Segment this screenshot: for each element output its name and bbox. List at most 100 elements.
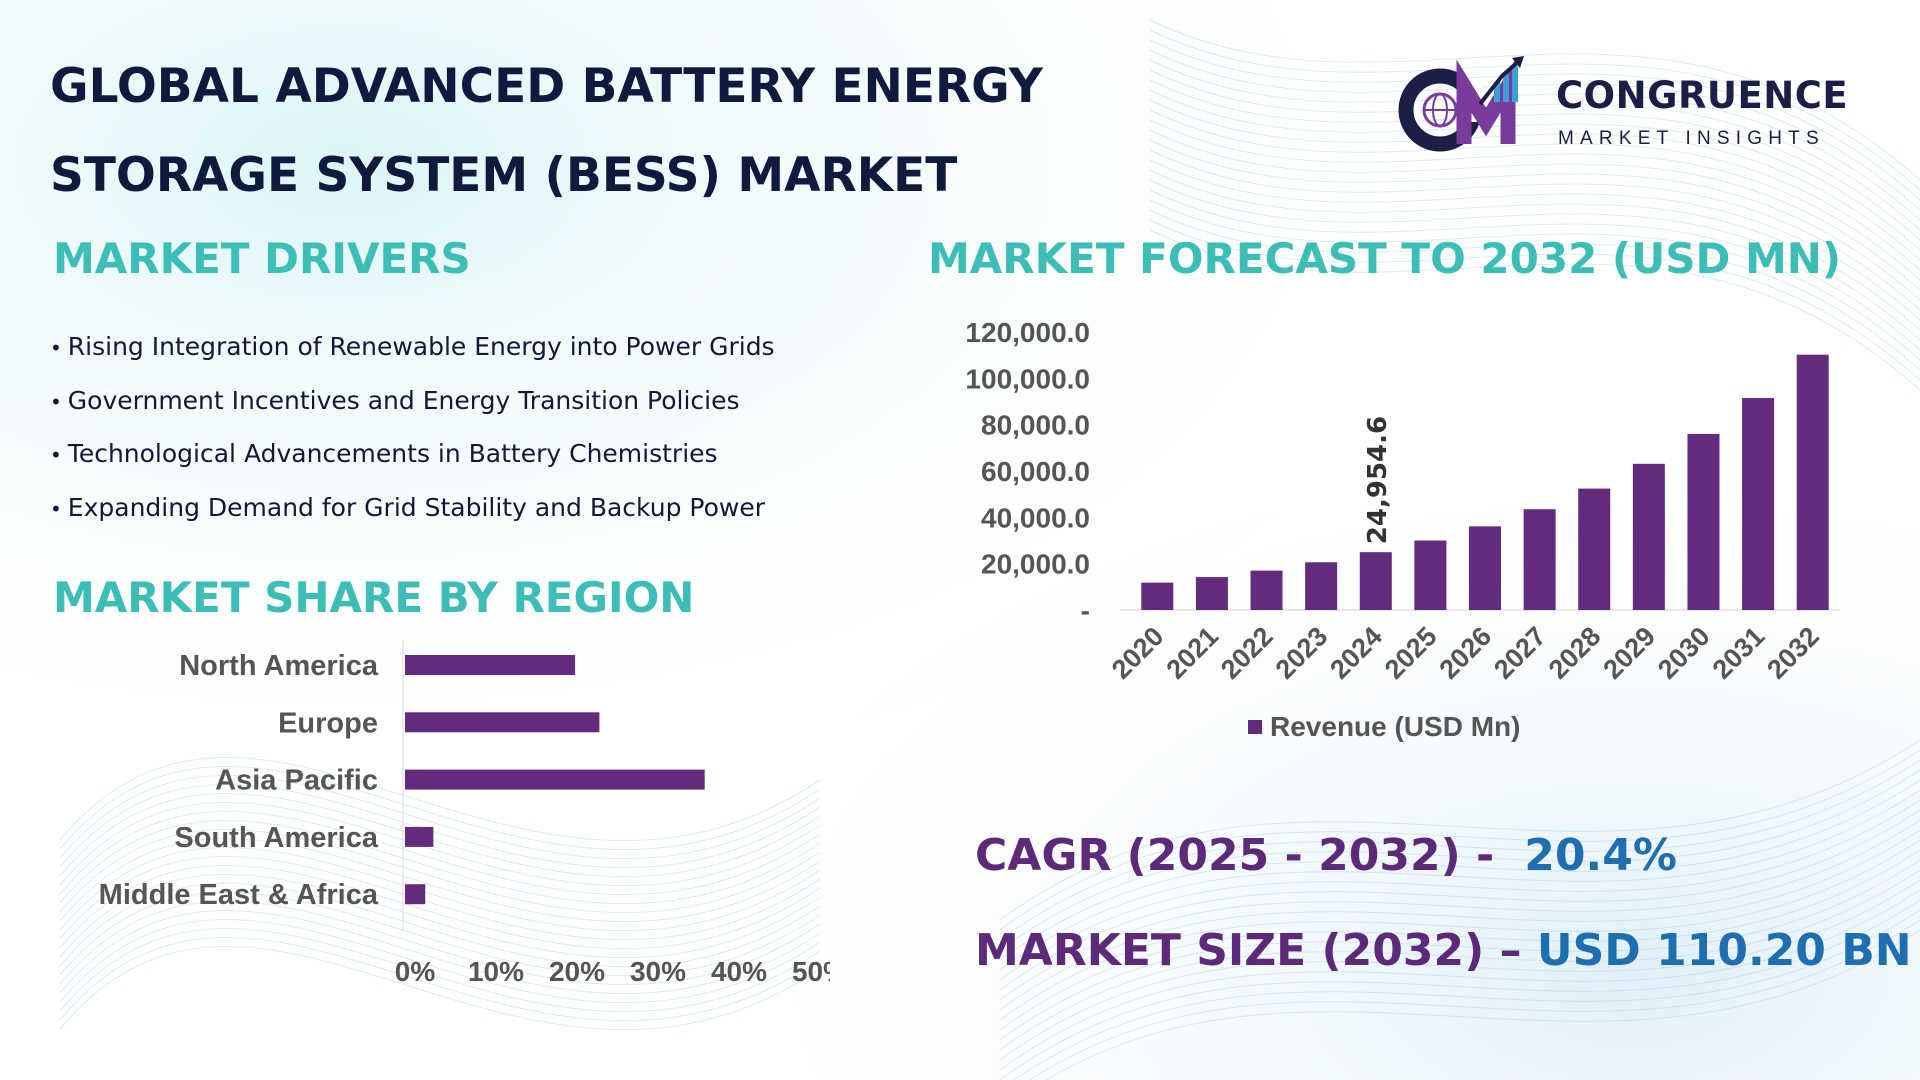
wave-line — [999, 799, 1920, 981]
logo-tagline: MARKET INSIGHTS — [1558, 128, 1825, 149]
list-item: • Technological Advancements in Battery C… — [50, 433, 775, 487]
wave-line — [999, 759, 1920, 941]
category-label: Europe — [278, 707, 378, 739]
wave-line — [1149, 29, 1920, 191]
category-label: North America — [179, 650, 379, 682]
y-tick-label: 120,000.0 — [965, 317, 1090, 348]
forecast-heading: MARKET FORECAST TO 2032 (USD MN) — [928, 234, 1842, 283]
title-line-1: GLOBAL ADVANCED BATTERY ENERGY — [50, 59, 1043, 114]
x-tick-label: 0% — [395, 956, 436, 987]
x-tick-label: 2023 — [1270, 621, 1334, 685]
y-tick-label: 20,000.0 — [981, 549, 1090, 580]
wave-line — [1149, 169, 1920, 331]
wave-line — [1149, 79, 1920, 241]
x-tick-label: 2022 — [1215, 621, 1279, 685]
x-tick-label: 10% — [468, 956, 524, 987]
bar — [405, 655, 576, 675]
wave-line — [1149, 159, 1920, 321]
bar — [405, 826, 434, 847]
wave-line — [1149, 219, 1920, 381]
drivers-heading: MARKET DRIVERS — [53, 234, 471, 283]
wave-line — [1149, 89, 1920, 251]
x-tick-label: 2025 — [1379, 621, 1443, 685]
wave-line — [59, 909, 821, 994]
list-item: • Rising Integration of Renewable Energy … — [50, 326, 775, 380]
list-item: • Expanding Demand for Grid Stability and… — [50, 487, 775, 541]
wave-line — [999, 889, 1920, 1071]
wave-line — [999, 879, 1920, 1061]
x-tick-label: 2031 — [1707, 621, 1771, 685]
wave-line — [999, 869, 1920, 1051]
wave-line — [999, 739, 1920, 921]
data-label: 24,954.6 — [1363, 416, 1393, 544]
bullet-icon: • — [50, 443, 62, 467]
wave-line — [999, 749, 1920, 931]
wave-line — [1149, 19, 1920, 181]
wave-line — [1149, 229, 1920, 391]
forecast-bar-chart: - 20,000.0 40,000.0 60,000.0 80,000.0 100,000… — [965, 317, 1840, 742]
y-tick-label: - — [1081, 595, 1090, 626]
x-tick-label: 50% — [792, 956, 830, 987]
x-tick-label: 2030 — [1652, 621, 1716, 685]
market-size-kpi: MARKET SIZE (2032) – USD 110.20 BN — [975, 925, 1912, 976]
logo-mark-icon — [1398, 56, 1524, 152]
wave-line — [999, 819, 1920, 1001]
wave-line — [999, 809, 1920, 991]
bullet-icon: • — [50, 496, 62, 521]
x-tick-label: 2029 — [1597, 621, 1661, 685]
wave-line — [59, 927, 821, 1012]
category-label: Middle East & Africa — [99, 879, 379, 911]
wave-line — [1045, 929, 1920, 1080]
wave-line — [59, 945, 821, 1030]
brand-logo: CONGRUENCE MARKET INSIGHTS — [1398, 52, 1878, 164]
legend-swatch — [1248, 720, 1262, 734]
bar — [1796, 354, 1829, 610]
bar — [1632, 463, 1665, 610]
wave-line — [1149, 209, 1920, 371]
y-tick-label: 40,000.0 — [981, 502, 1090, 533]
bar — [1578, 488, 1611, 610]
wave-line — [999, 829, 1920, 1011]
x-tick-label: 2026 — [1434, 621, 1498, 685]
driver-text: Government Incentives and Energy Transit… — [67, 385, 740, 415]
category-label: South America — [174, 822, 378, 854]
wave-line — [1149, 129, 1920, 291]
list-item: • Government Incentives and Energy Transi… — [50, 380, 775, 434]
wave-line — [999, 839, 1920, 1021]
cagr-kpi: CAGR (2025 - 2032) - 20.4% — [975, 830, 1677, 881]
bar — [1141, 582, 1174, 610]
wave-line — [999, 789, 1920, 971]
bar — [1742, 398, 1775, 610]
driver-text: Expanding Demand for Grid Stability and … — [67, 492, 765, 522]
wave-line — [1149, 39, 1920, 201]
x-tick-label: 2028 — [1543, 621, 1607, 685]
wave-line — [999, 899, 1920, 1080]
page-title: GLOBAL ADVANCED BATTERY ENERGY STORAGE S… — [50, 42, 1170, 220]
legend-label: Revenue (USD Mn) — [1270, 711, 1520, 742]
wave-line — [1028, 919, 1920, 1080]
bar — [405, 884, 426, 905]
bullet-icon: • — [50, 389, 62, 414]
market-size-label: MARKET SIZE (2032) – — [975, 925, 1522, 976]
wave-line — [1149, 179, 1920, 341]
wave-line — [1149, 99, 1920, 261]
bar — [405, 769, 705, 790]
wave-line — [1149, 69, 1920, 231]
bar — [405, 712, 600, 733]
bar — [1687, 433, 1720, 610]
driver-text: Rising Integration of Renewable Energy i… — [67, 332, 775, 361]
cagr-label: CAGR (2025 - 2032) - — [975, 830, 1495, 881]
market-size-value: USD 110.20 BN — [1536, 925, 1912, 976]
bar — [1414, 540, 1447, 610]
region-bar-chart: North America Europe Asia Pacific South Ame… — [99, 640, 830, 987]
wave-line — [1149, 199, 1920, 361]
bar — [1195, 577, 1228, 610]
x-tick-label: 30% — [630, 956, 686, 987]
wave-line — [1149, 149, 1920, 311]
x-tick-label: 40% — [711, 956, 767, 987]
wave-line — [1149, 49, 1920, 211]
wave-line — [1013, 909, 1920, 1080]
wave-line — [59, 918, 821, 1003]
bar — [1250, 570, 1283, 610]
wave-line — [999, 769, 1920, 951]
